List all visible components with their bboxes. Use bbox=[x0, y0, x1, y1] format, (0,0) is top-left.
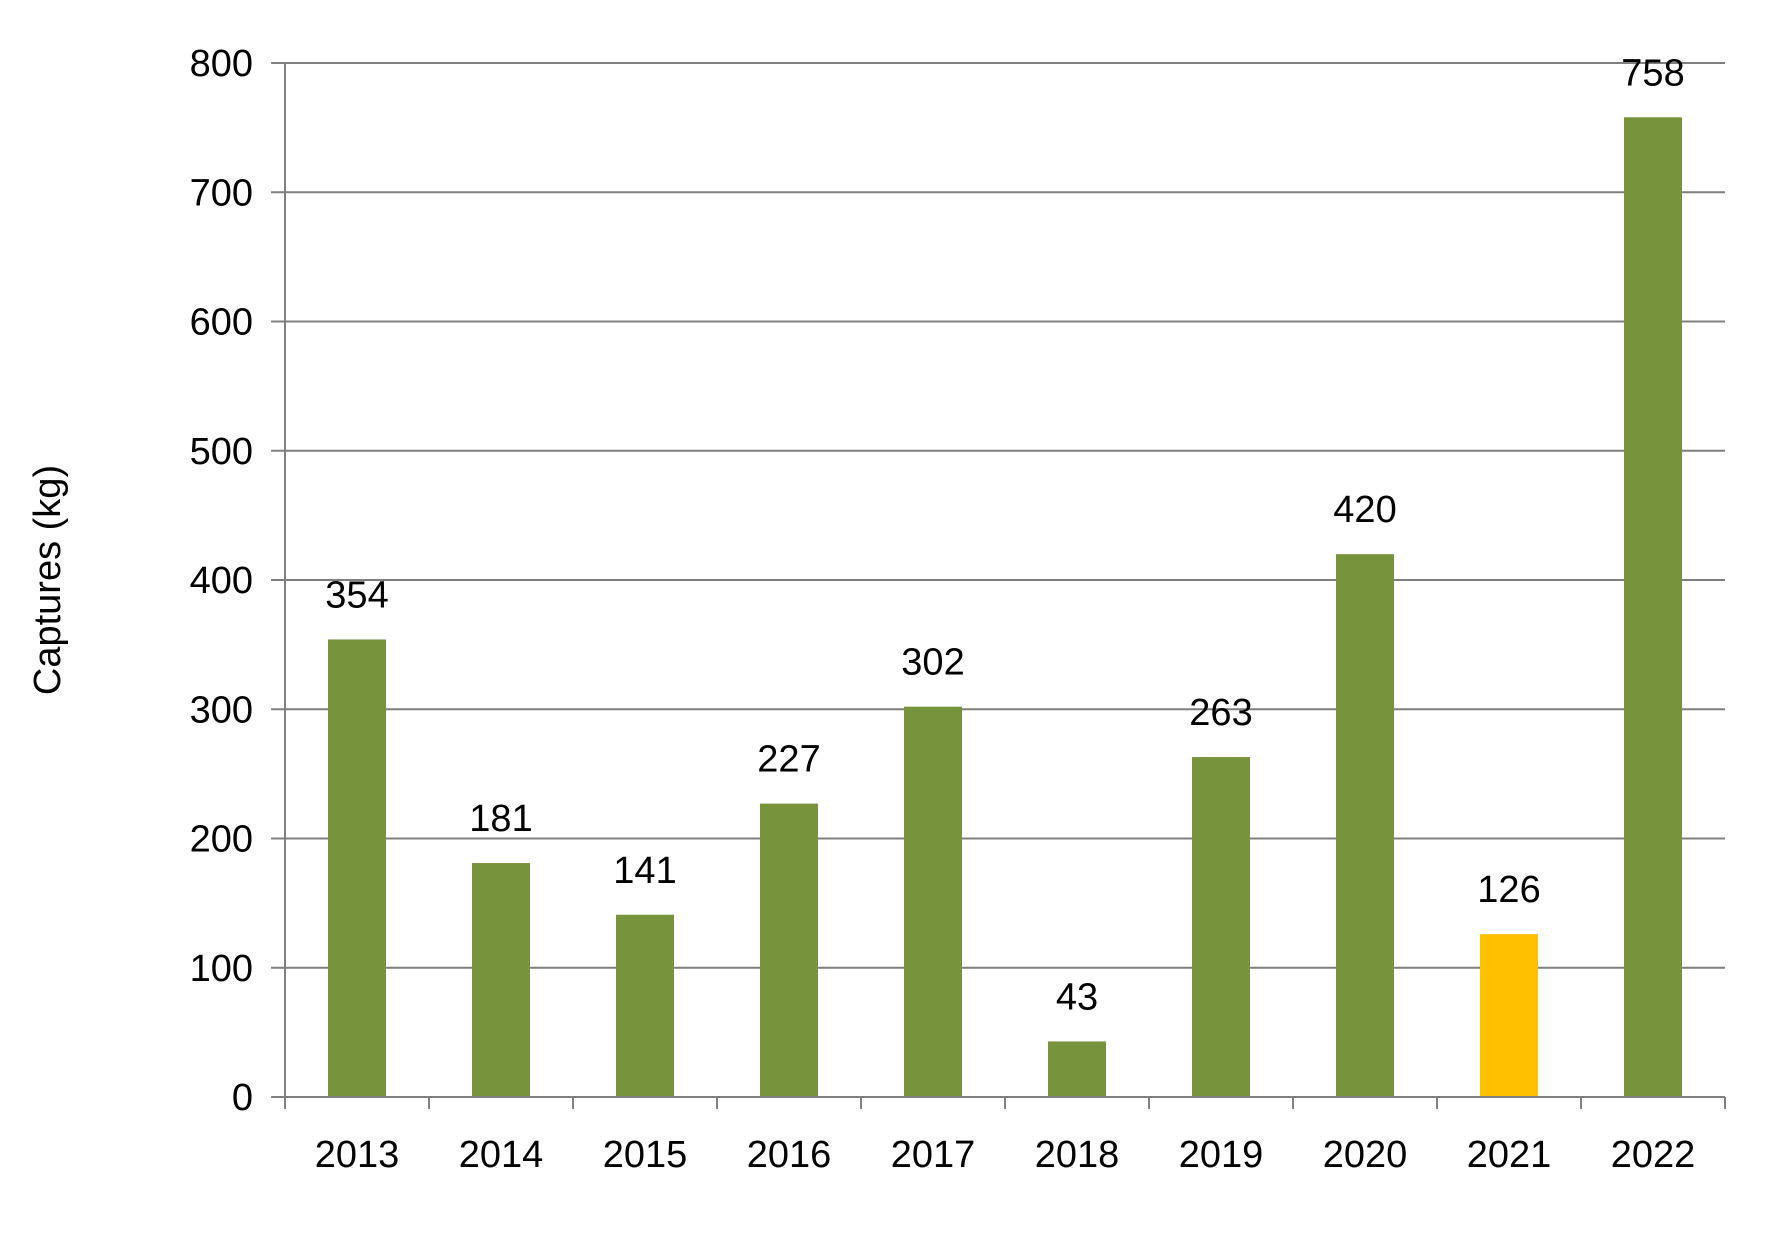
bar-2021 bbox=[1480, 934, 1538, 1097]
bar-2016 bbox=[760, 803, 818, 1097]
data-label: 141 bbox=[613, 850, 676, 892]
y-tick-label: 0 bbox=[232, 1077, 253, 1119]
data-label: 181 bbox=[469, 798, 532, 840]
bars bbox=[328, 117, 1682, 1097]
x-tick-label: 2021 bbox=[1467, 1134, 1552, 1176]
data-label: 302 bbox=[901, 642, 964, 684]
x-tick-labels: 2013 2014 2015 2016 2017 2018 2019 2020 2021 2022 bbox=[315, 1134, 1696, 1176]
y-tick-label: 500 bbox=[190, 431, 253, 473]
y-tick-label: 600 bbox=[190, 302, 253, 344]
x-tick-label: 2017 bbox=[891, 1134, 976, 1176]
bar-2014 bbox=[472, 863, 530, 1097]
y-tick-label: 800 bbox=[190, 43, 253, 85]
y-tick-label: 700 bbox=[190, 172, 253, 214]
y-axis-title: Captures (kg) bbox=[27, 465, 69, 695]
data-label: 227 bbox=[757, 739, 820, 781]
y-tick-labels: 0 100 200 300 400 500 600 700 800 bbox=[190, 43, 253, 1119]
x-tick-label: 2014 bbox=[459, 1134, 544, 1176]
data-label: 420 bbox=[1333, 489, 1396, 531]
y-tick-label: 300 bbox=[190, 689, 253, 731]
x-tick-label: 2013 bbox=[315, 1134, 400, 1176]
bar-2018 bbox=[1048, 1041, 1106, 1097]
axes bbox=[271, 62, 1726, 1109]
data-label: 126 bbox=[1477, 869, 1540, 911]
y-tick-label: 100 bbox=[190, 948, 253, 990]
bar-2020 bbox=[1336, 554, 1394, 1097]
x-tick-label: 2016 bbox=[747, 1134, 832, 1176]
data-label: 43 bbox=[1056, 976, 1098, 1018]
gridlines bbox=[285, 62, 1725, 969]
bar-2013 bbox=[328, 639, 386, 1097]
x-tick-label: 2015 bbox=[603, 1134, 688, 1176]
x-tick-label: 2018 bbox=[1035, 1134, 1120, 1176]
data-label: 263 bbox=[1189, 692, 1252, 734]
bar-2017 bbox=[904, 706, 962, 1097]
bar-2019 bbox=[1192, 757, 1250, 1097]
x-tick-label: 2022 bbox=[1611, 1134, 1696, 1176]
y-tick-label: 200 bbox=[190, 819, 253, 861]
x-tick-label: 2020 bbox=[1323, 1134, 1408, 1176]
x-tick-label: 2019 bbox=[1179, 1134, 1264, 1176]
bar-2022 bbox=[1624, 117, 1682, 1097]
bar-2015 bbox=[616, 914, 674, 1097]
data-label: 758 bbox=[1621, 52, 1684, 94]
data-labels: 354 181 141 227 302 43 263 420 126 758 bbox=[325, 52, 1684, 1018]
y-tick-label: 400 bbox=[190, 560, 253, 602]
data-label: 354 bbox=[325, 574, 388, 616]
